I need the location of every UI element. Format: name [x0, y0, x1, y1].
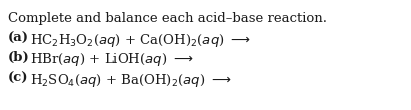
Text: (b): (b) — [8, 51, 30, 64]
Text: Complete and balance each acid–base reaction.: Complete and balance each acid–base reac… — [8, 12, 327, 25]
Text: HC$_2$H$_3$O$_2$($aq$) + Ca(OH)$_2$($aq$) $\longrightarrow$: HC$_2$H$_3$O$_2$($aq$) + Ca(OH)$_2$($aq$… — [30, 32, 251, 49]
Text: HBr($aq$) + LiOH($aq$) $\longrightarrow$: HBr($aq$) + LiOH($aq$) $\longrightarrow$ — [30, 51, 194, 68]
Text: (a): (a) — [8, 32, 29, 45]
Text: H$_2$SO$_4$($aq$) + Ba(OH)$_2$($aq$) $\longrightarrow$: H$_2$SO$_4$($aq$) + Ba(OH)$_2$($aq$) $\l… — [30, 72, 231, 89]
Text: (c): (c) — [8, 72, 28, 85]
